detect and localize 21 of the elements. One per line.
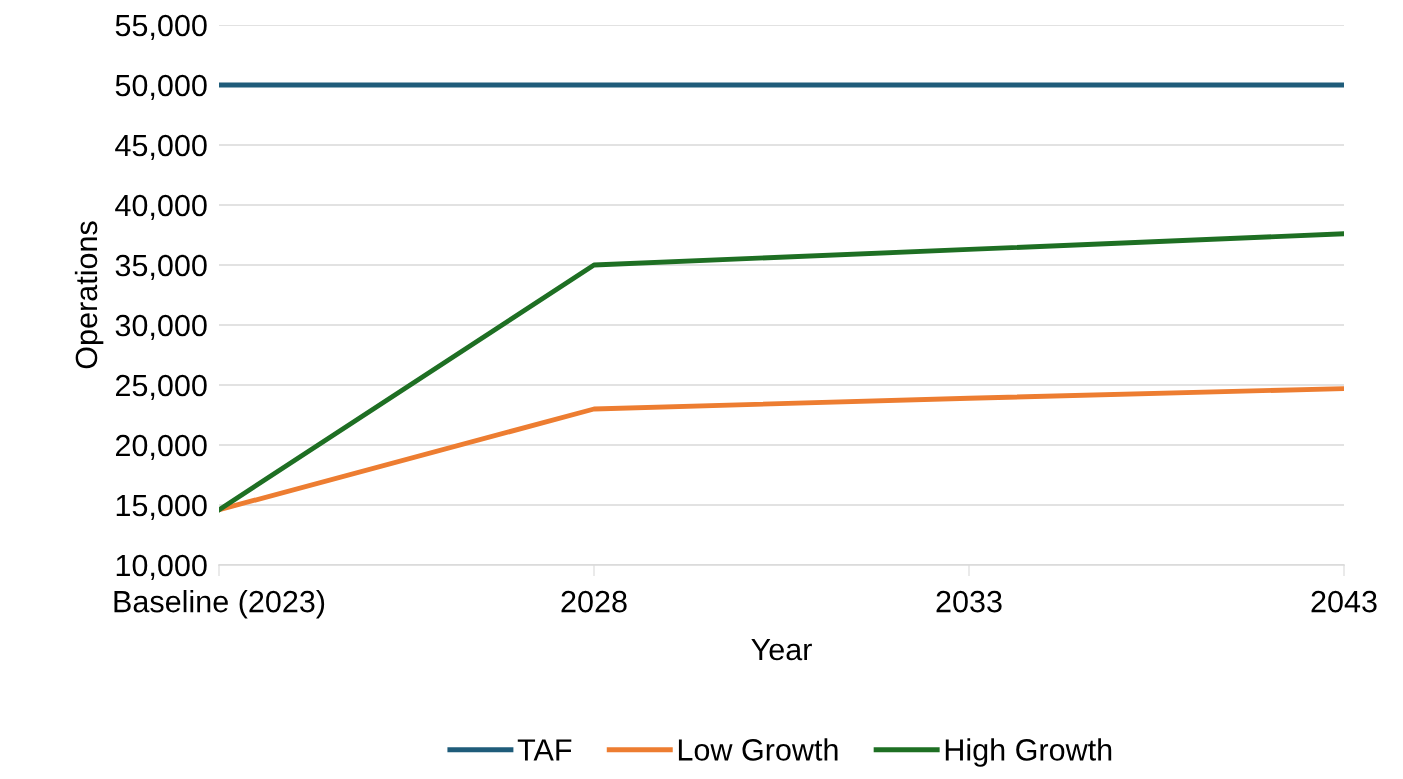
y-tick-label: 20,000	[115, 434, 207, 460]
legend-label: Low Growth	[678, 738, 838, 761]
x-tick-label: 2043	[1311, 590, 1377, 613]
y-tick-label: 10,000	[116, 554, 207, 580]
y-axis-title: Operations	[74, 221, 104, 369]
x-tick-label: 2028	[561, 590, 627, 613]
x-axis-title: Year	[751, 639, 812, 661]
x-tick-label: 2033	[936, 590, 1002, 613]
legend-label: TAF	[517, 739, 572, 761]
y-tick-label: 50,000	[115, 74, 207, 100]
line-series	[219, 231, 1344, 513]
y-tick-label: 55,000	[115, 14, 207, 40]
legend-label: High Growth	[945, 738, 1112, 767]
y-tick-label: 45,000	[115, 134, 207, 160]
y-tick-label: 35,000	[115, 254, 207, 280]
x-tick-label: Baseline (2023)	[114, 590, 325, 619]
y-tick-label: 30,000	[115, 314, 207, 340]
y-tick-label: 25,000	[115, 374, 207, 400]
y-tick-label: 40,000	[115, 194, 207, 220]
line-series	[219, 386, 1344, 513]
y-tick-label: 15,000	[116, 494, 207, 520]
